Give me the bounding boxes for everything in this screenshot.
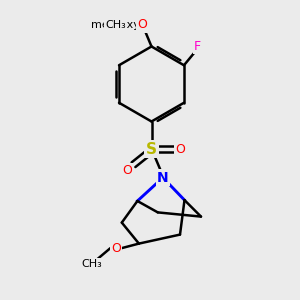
- Text: N: N: [157, 171, 169, 184]
- Text: O: O: [122, 164, 132, 177]
- Text: F: F: [194, 40, 201, 53]
- Text: O: O: [111, 242, 121, 255]
- Text: O: O: [175, 142, 185, 156]
- Text: methoxy: methoxy: [119, 24, 126, 25]
- Text: CH₃: CH₃: [81, 259, 102, 269]
- Text: O: O: [138, 18, 147, 32]
- Text: O: O: [138, 18, 147, 32]
- Text: methoxy: methoxy: [91, 20, 140, 30]
- Text: S: S: [146, 142, 157, 157]
- Text: CH₃: CH₃: [105, 20, 126, 30]
